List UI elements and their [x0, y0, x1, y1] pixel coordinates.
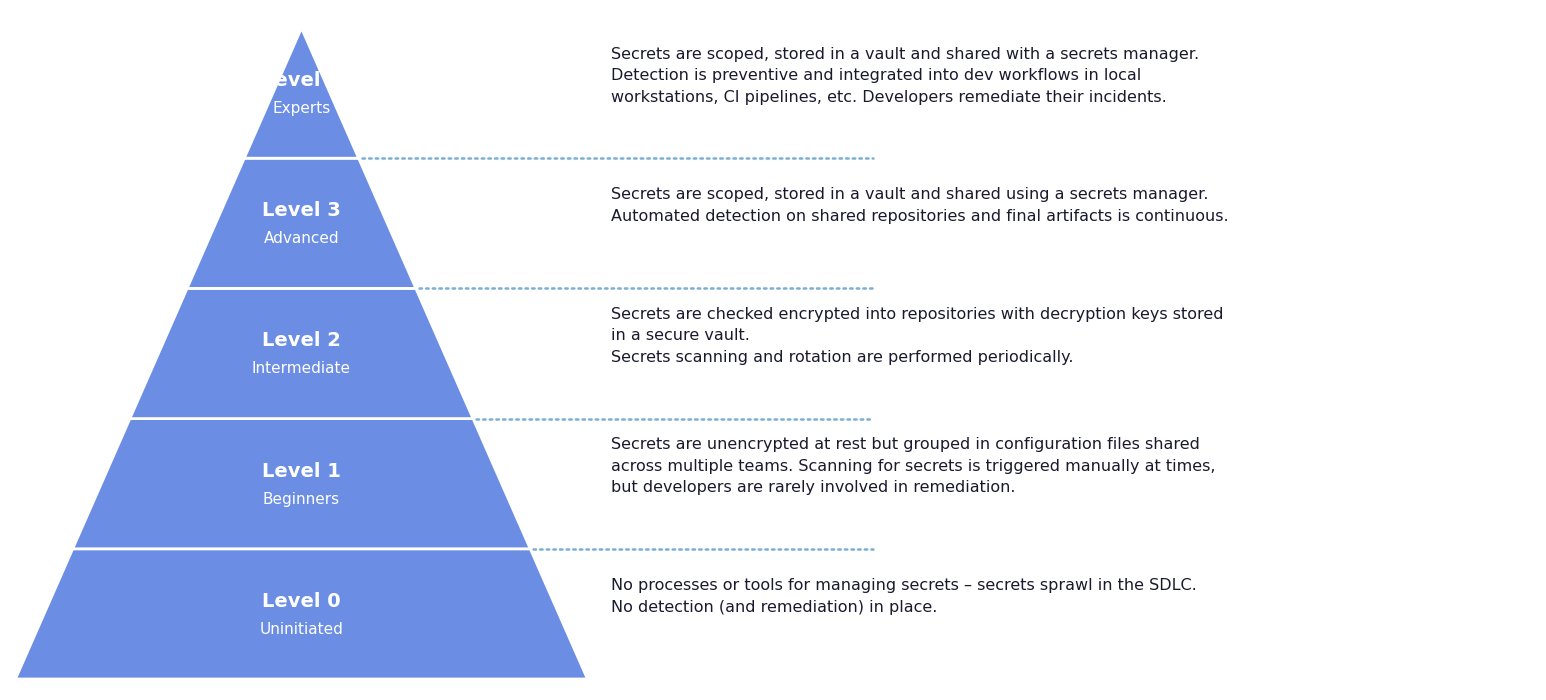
Text: Intermediate: Intermediate	[252, 361, 351, 377]
Text: Secrets are scoped, stored in a vault and shared using a secrets manager.
Automa: Secrets are scoped, stored in a vault an…	[611, 188, 1228, 224]
Text: Secrets are checked encrypted into repositories with decryption keys stored
in a: Secrets are checked encrypted into repos…	[611, 307, 1223, 365]
Polygon shape	[130, 288, 473, 419]
Text: Level 4: Level 4	[261, 71, 342, 90]
Text: Level 0: Level 0	[263, 592, 340, 611]
Polygon shape	[244, 28, 359, 158]
Text: Experts: Experts	[272, 101, 331, 116]
Text: Level 1: Level 1	[261, 461, 342, 481]
Text: Secrets are unencrypted at rest but grouped in configuration files shared
across: Secrets are unencrypted at rest but grou…	[611, 437, 1215, 496]
Text: Level 3: Level 3	[263, 201, 340, 220]
Polygon shape	[15, 549, 587, 679]
Polygon shape	[73, 419, 530, 549]
Text: Beginners: Beginners	[263, 491, 340, 507]
Text: Secrets are scoped, stored in a vault and shared with a secrets manager.
Detecti: Secrets are scoped, stored in a vault an…	[611, 46, 1198, 105]
Text: Uninitiated: Uninitiated	[260, 622, 343, 637]
Text: Level 2: Level 2	[261, 331, 342, 351]
Polygon shape	[187, 158, 416, 288]
Text: Advanced: Advanced	[264, 231, 339, 246]
Text: No processes or tools for managing secrets – secrets sprawl in the SDLC.
No dete: No processes or tools for managing secre…	[611, 578, 1197, 615]
